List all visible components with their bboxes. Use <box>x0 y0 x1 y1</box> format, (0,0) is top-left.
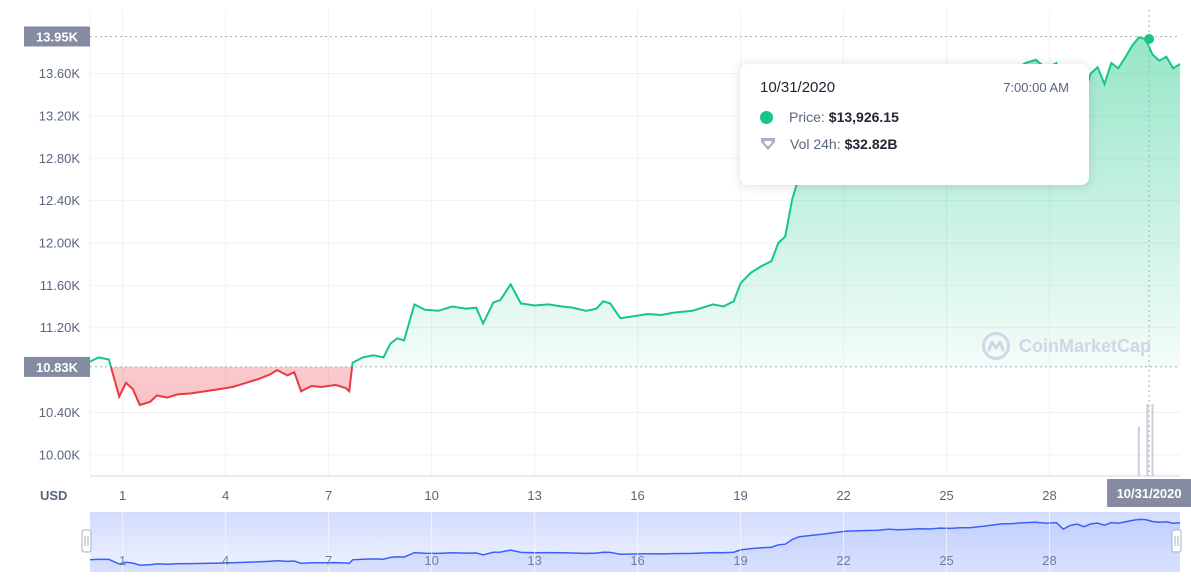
reference-lines: 13.95K 10.83K <box>24 26 1180 377</box>
y-tick-label: 12.00K <box>39 236 81 251</box>
tooltip-price-label: Price: <box>789 109 825 125</box>
watermark-text: CoinMarketCap <box>1019 335 1152 356</box>
crosshair-date-label: 10/31/2020 <box>1117 486 1182 501</box>
y-axis: 13.60K 13.20K 12.80K 12.40K 12.00K 11.60K 11.2… <box>39 66 81 462</box>
tooltip-volume-row: Vol 24h: $32.82B <box>760 136 1069 152</box>
navigator-area <box>90 519 1180 572</box>
reference-label: 13.95K <box>36 29 79 44</box>
navigator-tick-label: 10 <box>424 553 438 568</box>
navigator-tick-label: 4 <box>222 553 229 568</box>
volume-shield-icon <box>761 138 775 150</box>
x-tick-label: 1 <box>119 488 126 503</box>
y-tick-label: 11.20K <box>40 320 81 335</box>
navigator[interactable]: 1 4 7 10 13 16 19 22 25 28 <box>81 512 1182 572</box>
navigator-tick-label: 25 <box>939 553 953 568</box>
watermark: CoinMarketCap <box>981 331 1151 361</box>
price-line-down <box>109 366 354 407</box>
currency-label: USD <box>40 488 67 503</box>
y-tick-label: 13.20K <box>39 108 81 123</box>
tooltip-date: 10/31/2020 <box>760 79 836 96</box>
crosshair: 10/31/2020 <box>1107 10 1191 507</box>
x-tick-label: 22 <box>836 488 850 503</box>
tooltip-volume-value: $32.82B <box>844 136 898 152</box>
x-tick-label: 13 <box>527 488 541 503</box>
handle-body <box>1171 529 1182 553</box>
navigator-handle-left[interactable] <box>81 529 92 553</box>
crosshair-dot <box>1144 34 1155 45</box>
navigator-tick-label: 13 <box>527 553 541 568</box>
x-tick-label: 16 <box>630 488 644 503</box>
y-tick-label: 10.40K <box>39 405 81 420</box>
x-tick-label: 28 <box>1042 488 1056 503</box>
x-tick-label: 25 <box>939 488 953 503</box>
navigator-handle-right[interactable] <box>1171 529 1182 553</box>
reference-label: 10.83K <box>36 360 79 375</box>
reference-label-box <box>24 356 90 377</box>
navigator-tick-label: 19 <box>733 553 747 568</box>
navigator-line <box>89 518 1181 566</box>
navigator-tick-label: 28 <box>1042 553 1056 568</box>
handle-body <box>81 529 92 553</box>
x-tick-label: 19 <box>733 488 747 503</box>
price-tooltip: 10/31/2020 7:00:00 AM Price: $13,926.15 … <box>740 64 1089 185</box>
volume-bar <box>1137 426 1140 476</box>
y-tick-label: 12.80K <box>39 151 81 166</box>
reference-label-box <box>24 26 90 47</box>
tooltip-price-row: Price: $13,926.15 <box>760 109 1069 125</box>
tooltip-volume-label: Vol 24h: <box>790 136 841 152</box>
volume-bar <box>1146 404 1149 476</box>
coinmarketcap-logo-icon <box>982 332 1010 360</box>
y-tick-label: 10.00K <box>39 447 81 462</box>
y-tick-label: 13.60K <box>39 66 81 81</box>
tooltip-price-value: $13,926.15 <box>828 109 899 125</box>
navigator-window <box>90 512 1180 572</box>
crosshair-date-box <box>1107 479 1191 507</box>
x-axis: 1 4 7 10 13 16 19 22 25 28 USD <box>40 488 1057 503</box>
price-dot-icon <box>760 110 773 124</box>
navigator-tick-label: 22 <box>836 553 850 568</box>
volume-bars <box>1137 404 1154 476</box>
x-tick-label: 4 <box>222 488 229 503</box>
navigator-tick-label: 1 <box>119 553 126 568</box>
navigator-tick-label: 16 <box>630 553 644 568</box>
x-tick-label: 10 <box>424 488 438 503</box>
y-tick-label: 12.40K <box>39 193 81 208</box>
price-area-down <box>90 366 1180 405</box>
navigator-tick-label: 7 <box>325 553 332 568</box>
x-tick-label: 7 <box>325 488 332 503</box>
volume-bar <box>1151 404 1154 476</box>
tooltip-time: 7:00:00 AM <box>1003 80 1069 95</box>
y-tick-label: 11.60K <box>40 278 81 293</box>
